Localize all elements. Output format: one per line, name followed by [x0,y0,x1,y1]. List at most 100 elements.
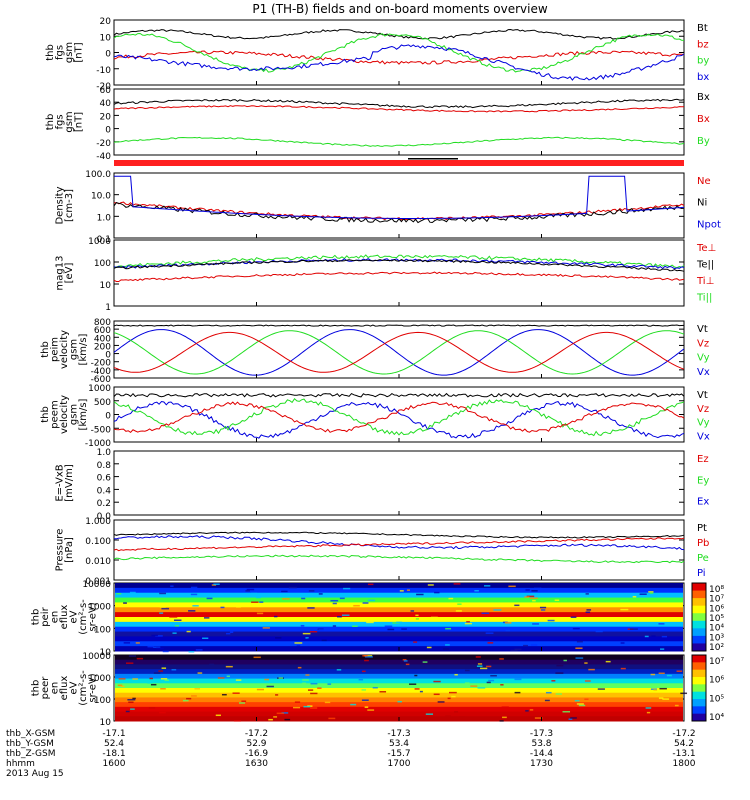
y-tick-label: -1000 [85,439,111,449]
spectrogram-speck [555,672,564,674]
legend-entry: Vz [697,404,709,415]
spectrogram-speck [336,669,342,671]
spectrogram-speck [562,710,571,713]
legend-entry: Ex [697,497,709,508]
y-tick-label: 200 [94,342,111,352]
spectrogram-speck [300,624,305,627]
spectrogram-speck [173,619,182,621]
y-axis-label-line: en [50,611,61,624]
spectrogram-speck [410,610,415,612]
spectrogram-speck [164,679,169,681]
legend-entry: Bx [697,114,710,125]
spectrogram-speck [584,662,588,664]
y-tick-label: 0.0 [97,512,112,522]
spectrogram-speck [440,624,449,626]
spectrogram-speck [661,635,668,638]
spectrogram-speck [387,628,395,631]
y-tick-label: 400 [94,334,111,344]
spectrogram-speck [510,634,516,637]
date-label: 2013 Aug 15 [6,769,64,779]
ephemeris-value: 53.8 [531,739,551,749]
y-tick-label: 20 [100,17,112,27]
legend-entry: Vx [697,431,710,442]
spectrogram-speck [554,599,560,602]
spectrogram-speck [487,642,494,644]
spectrogram-speck [170,585,174,587]
y-axis-label-line: (cm²-s- [78,599,89,635]
ephemeris-value: -14.4 [530,749,554,759]
spectrogram-speck [568,718,573,720]
spectrogram-speck [128,701,134,704]
spectrogram-speck [310,707,318,709]
spectrogram-speck [303,705,311,708]
spectrogram-speck [525,710,529,712]
y-tick-label: 20 [100,112,112,122]
spectrogram-speck [415,614,419,617]
spectrogram-band [115,592,683,599]
spectrogram-speck [451,695,456,698]
spectrogram-speck [620,642,625,644]
spectrogram-speck [192,605,199,607]
spectrogram-speck [399,590,404,592]
y-axis-label-line: eflux [59,676,70,701]
spectrogram-speck [372,686,378,689]
y-tick-label: 10 [100,648,112,658]
spectrogram-speck [136,657,144,660]
spectrogram-band [115,636,683,642]
spectrogram-speck [221,693,227,696]
spectrogram-speck [123,602,127,604]
y-tick-label: 0.2 [97,499,111,509]
colorbar-segment [692,677,706,685]
panel-frame [113,172,685,239]
spectrogram-speck [288,586,297,589]
spectrogram-speck [159,612,164,614]
spectrogram-speck [253,656,261,659]
spectrogram-speck [158,670,164,672]
legend-entry: Pi [697,568,706,579]
series-line [113,32,685,73]
ephemeris-value: 1700 [388,759,411,769]
spectrogram-speck [651,635,656,637]
spectrogram-speck [332,602,337,605]
spectrogram-speck [662,698,670,700]
spectrogram-speck [191,695,197,697]
spectrogram-speck [330,599,339,602]
spectrogram-band [115,702,683,708]
spectrogram-band [115,607,683,613]
ephemeris-row-label: thb_Y-GSM [6,739,54,749]
panel-frame [113,450,685,516]
spectrogram-speck [153,646,161,649]
ephemeris-row-label: thb_Z-GSM [6,749,55,759]
spectrogram-speck [396,621,403,624]
spectrogram-speck [343,669,348,672]
legend-entry: Bx [697,92,710,103]
spectrogram-speck [317,687,322,689]
legend-entry: Ne [697,176,711,187]
spectrogram-speck [284,718,291,721]
spectrogram-speck [308,590,315,592]
spectrogram-speck [162,650,169,653]
spectrogram-speck [235,679,242,681]
spectrogram-speck [352,625,358,628]
spectrogram-band [115,641,683,647]
colorbar-label: 10⁴ [709,624,724,634]
spectrogram-speck [159,606,166,608]
y-axis-label-line: Pressure [54,529,65,572]
spectrogram-speck [206,597,213,600]
spectrogram-speck [367,599,376,602]
ephemeris-row-label: thb_X-GSM [6,729,55,739]
y-axis-label-line: [mV/m] [64,464,75,502]
spectrogram-speck [480,667,488,670]
series-line [113,44,685,81]
spectrogram-speck [297,666,302,669]
series-line [113,401,685,434]
spectrogram-speck [293,706,301,709]
y-tick-label: -20 [96,139,111,149]
spectrogram-speck [433,680,441,683]
colorbar-label: 10⁵ [709,614,724,624]
spectrogram-speck [384,625,393,627]
spectrogram-speck [310,692,318,695]
spectrogram-speck [650,688,657,690]
